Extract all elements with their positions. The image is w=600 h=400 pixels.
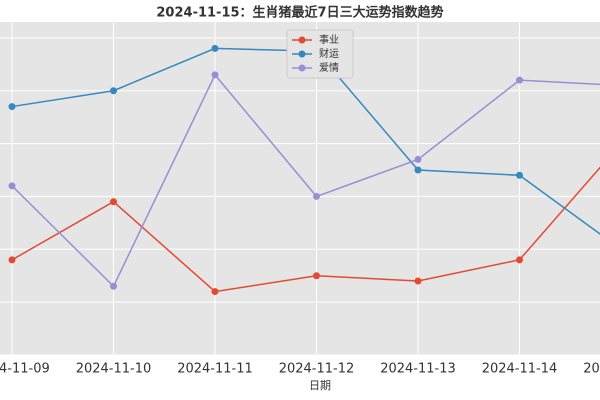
data-point bbox=[313, 192, 320, 200]
data-point bbox=[516, 171, 523, 179]
data-point bbox=[211, 288, 219, 296]
data-point bbox=[211, 44, 219, 52]
data-point bbox=[110, 87, 117, 95]
legend-label: 财运 bbox=[319, 47, 339, 60]
legend-marker bbox=[298, 50, 306, 58]
data-point bbox=[8, 182, 16, 190]
x-tick-label: 2024-11-11 bbox=[177, 362, 253, 377]
x-tick-label: 2024-11-13 bbox=[380, 362, 456, 377]
x-tick-label: 2024-11-15 bbox=[583, 362, 600, 377]
data-point bbox=[414, 155, 422, 163]
chart-title: 2024-11-15：生肖猪最近7日三大运势指数趋势 bbox=[156, 5, 443, 21]
x-tick-label: 2024-11-09 bbox=[0, 362, 50, 377]
x-tick-label: 2024-11-14 bbox=[482, 362, 558, 377]
data-point bbox=[110, 198, 117, 206]
data-point bbox=[414, 166, 422, 174]
legend-marker bbox=[298, 36, 306, 44]
data-point bbox=[516, 76, 523, 84]
data-point bbox=[516, 256, 523, 264]
x-axis-label: 日期 bbox=[309, 379, 331, 392]
legend-label: 事业 bbox=[319, 33, 339, 46]
x-tick-label: 2024-11-10 bbox=[76, 362, 152, 377]
legend-marker bbox=[298, 64, 306, 72]
data-point bbox=[313, 272, 320, 280]
data-point bbox=[414, 277, 422, 285]
x-tick-label: 2024-11-12 bbox=[279, 362, 355, 377]
data-point bbox=[8, 256, 16, 264]
legend-label: 爱情 bbox=[319, 61, 339, 74]
data-point bbox=[8, 103, 16, 111]
data-point bbox=[110, 282, 117, 290]
data-point bbox=[211, 71, 219, 79]
